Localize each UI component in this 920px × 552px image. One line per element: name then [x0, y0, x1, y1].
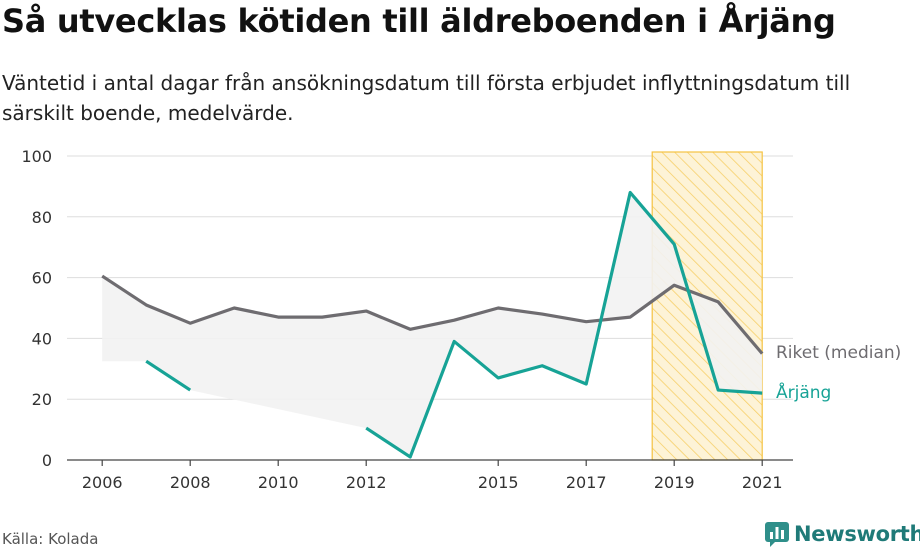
y-tick-label: 80: [32, 208, 52, 227]
y-tick-label: 100: [21, 147, 52, 166]
axes: 0 20 40 60 80 100 2006 2008 2010 2012 2015 2017 2019…: [21, 147, 793, 492]
newsworthy-logo: Newsworthy: [764, 518, 920, 550]
x-tick-label: 2015: [478, 473, 519, 492]
newsworthy-logo-label: Newsworthy: [794, 522, 920, 546]
source-note: Källa: Kolada: [2, 530, 99, 548]
series-riket-line: [101, 274, 764, 355]
chart-subtitle: Väntetid i antal dagar från ansökningsda…: [2, 71, 851, 125]
newsworthy-logo-icon: [765, 522, 789, 547]
x-tick-label: 2017: [566, 473, 607, 492]
chart-title: Så utvecklas kötiden till äldreboenden i…: [2, 2, 836, 40]
series-arjang-line: [145, 359, 192, 392]
series-labels: Riket (median) Årjäng: [776, 343, 901, 403]
x-tick-label: 2019: [654, 473, 695, 492]
x-tick-label: 2006: [82, 473, 123, 492]
series-arjang-line: [365, 190, 763, 459]
x-tick-label: 2010: [258, 473, 299, 492]
y-tick-label: 40: [32, 329, 52, 348]
x-tick-label: 2012: [346, 473, 387, 492]
series-label-arjang: Årjäng: [776, 381, 831, 403]
x-tick-label: 2008: [170, 473, 211, 492]
y-tick-label: 20: [32, 390, 52, 409]
series: [101, 190, 764, 459]
series-label-riket: Riket (median): [776, 343, 901, 363]
x-tick-label: 2021: [742, 473, 783, 492]
y-tick-label: 60: [32, 269, 52, 288]
y-tick-label: 0: [42, 451, 52, 470]
